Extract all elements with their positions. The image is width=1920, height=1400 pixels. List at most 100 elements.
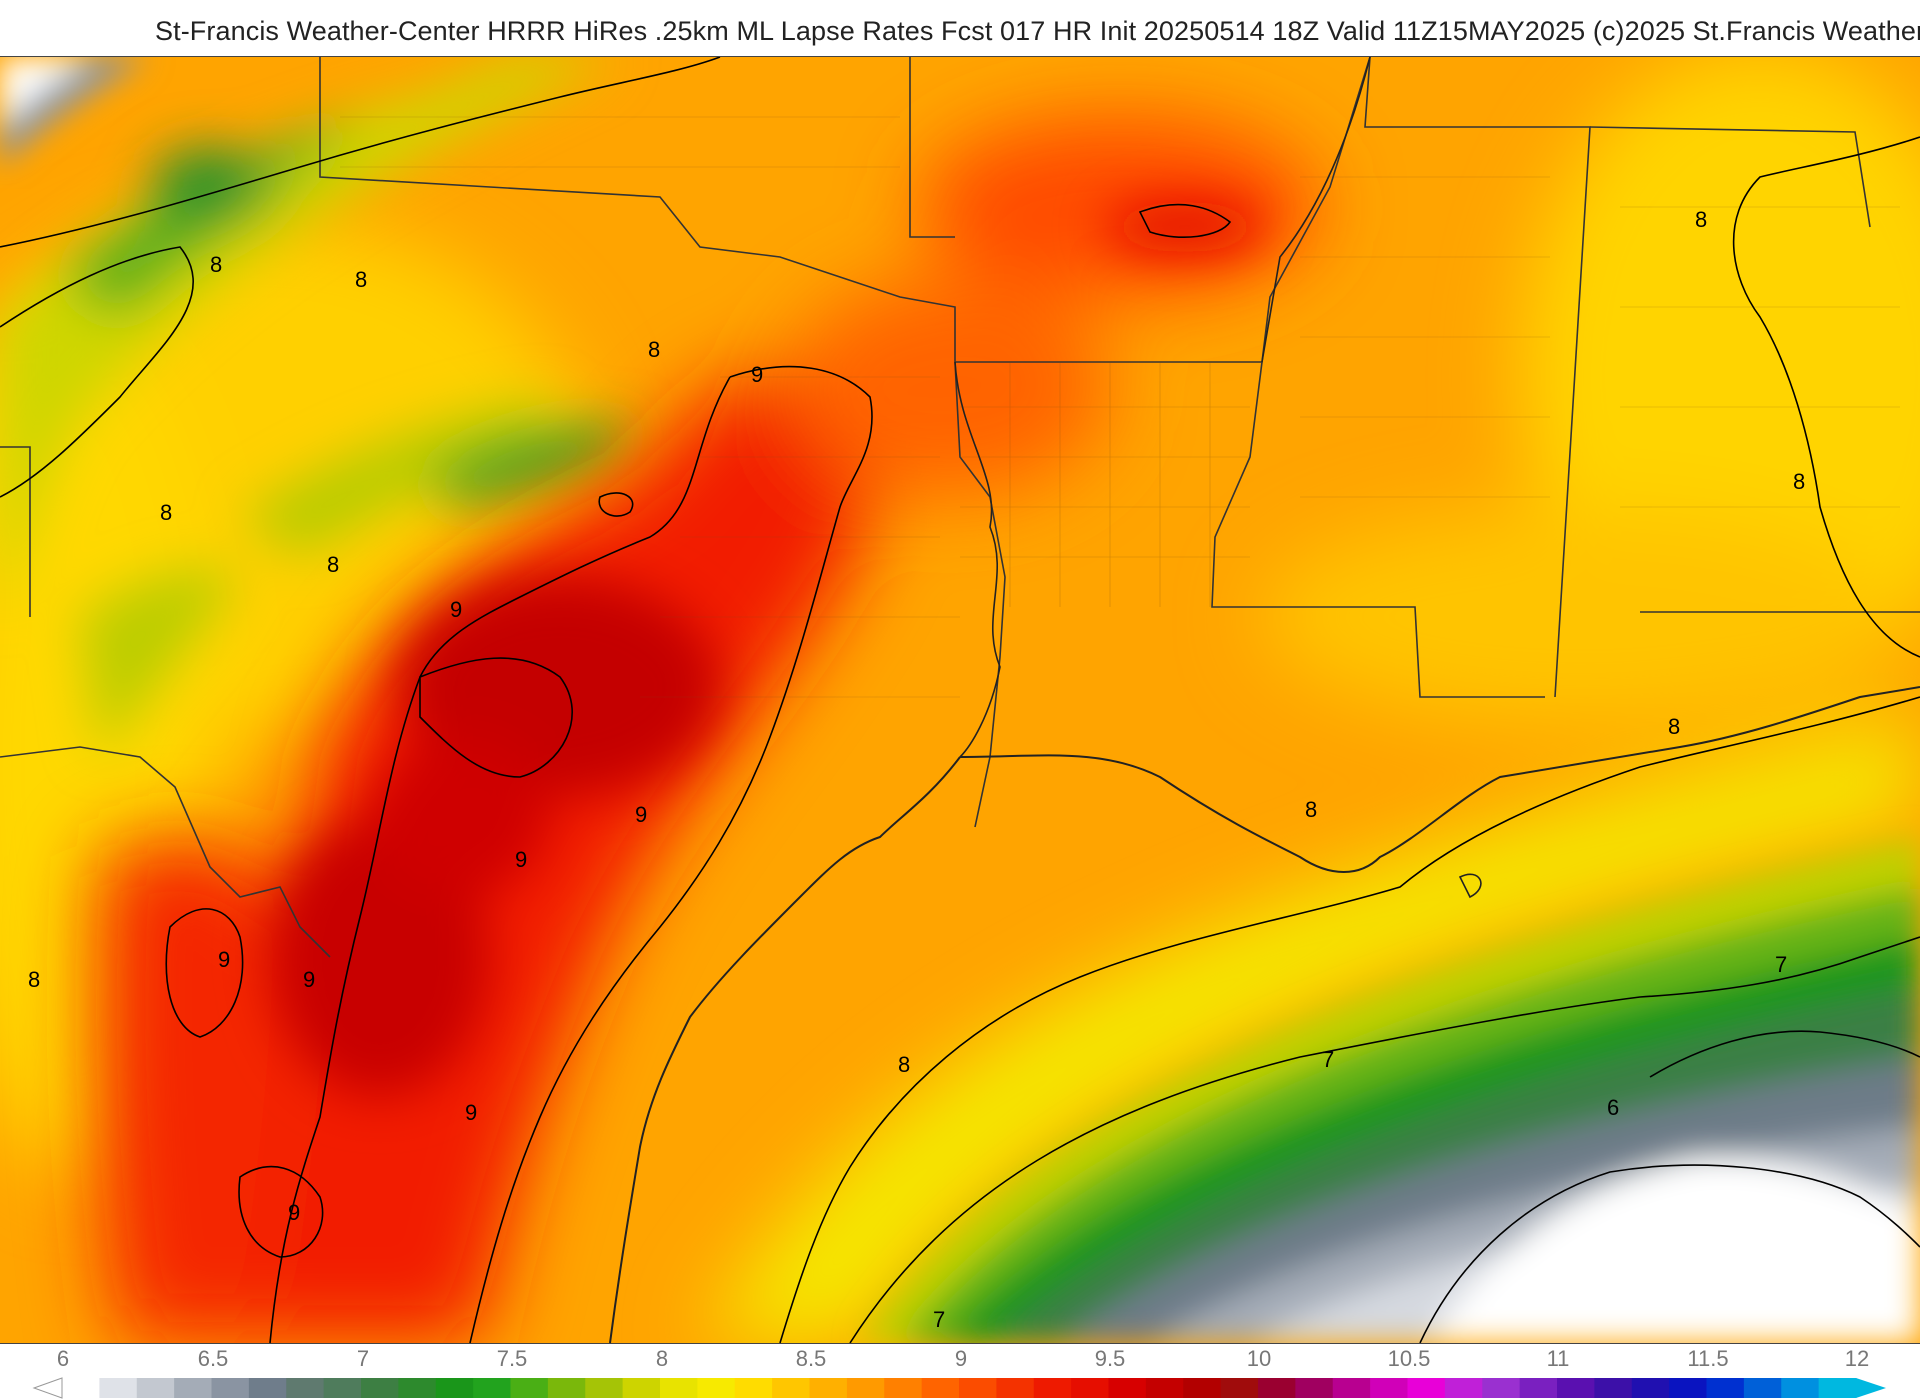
colorbar-cell [1332,1378,1371,1398]
colorbar-cell [809,1378,848,1398]
colorbar-cell [1071,1378,1110,1398]
contour-label: 9 [635,802,647,827]
colorbar-cell [1706,1378,1745,1398]
contour-label: 7 [1775,952,1787,977]
colorbar-cell [398,1378,437,1398]
field-red-core [96,117,1320,1343]
county-lines [340,116,1900,698]
colorbar-cell [585,1378,624,1398]
colorbar-cell [1444,1378,1483,1398]
colorbar-cell [734,1378,773,1398]
colorbar-tick: 7.5 [496,1346,528,1371]
colorbar-cell [1220,1378,1259,1398]
colorbar-cell [248,1378,287,1398]
colorbar-cell [996,1378,1035,1398]
colorbar-cell [1743,1378,1782,1398]
colorbar-tick: 8 [655,1346,669,1371]
title-bar: St-Francis Weather-Center HRRR HiRes .25… [0,0,1920,56]
colorbar-cell [473,1378,512,1398]
colorbar-cell [1482,1378,1521,1398]
colorbar-cell [1033,1378,1072,1398]
colorbar-cell [1183,1378,1222,1398]
colorbar-cell [1370,1378,1409,1398]
contour-label: 9 [288,1200,300,1225]
colorbar-cell [1295,1378,1334,1398]
contour-label: 8 [1305,797,1317,822]
colorbar-cell [1594,1378,1633,1398]
mississippi-river-upper [1261,57,1371,363]
contour-label: 8 [898,1052,910,1077]
contour-label: 7 [1322,1047,1334,1072]
colorbar-cell [547,1378,586,1398]
colorbar-cell [1557,1378,1595,1398]
colorbar-cell [99,1378,138,1398]
contour-label: 8 [1695,207,1707,232]
colorbar-cells [62,1378,1857,1398]
colorbar-cell [62,1378,100,1398]
colorbar-cell [510,1378,549,1398]
contour-label: 7 [933,1307,945,1332]
contour-label: 8 [210,252,222,277]
field-gulf-bands [860,837,1920,1343]
colorbar-tick: 9 [954,1346,968,1371]
state-boundaries [0,57,1920,958]
colorbar-cell [361,1378,399,1398]
colorbar-cell [660,1378,698,1398]
colorbar-high-arrow [1856,1378,1886,1398]
field-nw-corner [0,57,150,167]
colorbar-tick: 10 [1246,1346,1272,1371]
sabine-river [954,361,1001,758]
colorbar-tick: 6.5 [197,1346,229,1371]
colorbar-cell [697,1378,736,1398]
colorbar-tick: 9.5 [1094,1346,1126,1371]
coastline-gulf-north [959,686,1920,873]
colorbar-cell [1145,1378,1184,1398]
colorbar-cell [174,1378,213,1398]
mississippi-delta [1458,873,1482,899]
colorbar-cell [1519,1378,1558,1398]
colorbar [32,1377,1886,1399]
colorbar-labels: 6 6.5 7 7.5 8 8.5 9 9.5 10 10.5 11 11.5 … [0,1342,1920,1376]
colorbar-low-arrow [32,1377,63,1399]
contour-label: 9 [515,847,527,872]
chart-title: St-Francis Weather-Center HRRR HiRes .25… [155,16,1920,46]
colorbar-cell [1781,1378,1820,1398]
colorbar-tick: 6 [56,1346,70,1371]
contour-label: 8 [28,967,40,992]
contour-label: 9 [218,947,230,972]
colorbar-cell [1258,1378,1296,1398]
colorbar-cell [211,1378,250,1398]
colorbar-tick: 11 [1546,1346,1570,1371]
colorbar-tick: 11.5 [1687,1346,1729,1371]
colorbar-cell [286,1378,325,1398]
colorbar-tick: 7 [356,1346,370,1371]
lapse-rate-map: 8 8 8 8 8 8 8 8 8 8 9 9 9 9 9 9 9 9 7 7 … [0,57,1920,1343]
contour-labels: 8 8 8 8 8 8 8 8 8 8 9 9 9 9 9 9 9 9 7 7 … [28,207,1805,1332]
colorbar-tick: 10.5 [1387,1346,1431,1371]
contour-label: 9 [751,362,763,387]
colorbar-cell [1407,1378,1446,1398]
contour-label: 6 [1607,1095,1619,1120]
colorbar-cell [136,1378,175,1398]
colorbar-cell [1108,1378,1147,1398]
colorbar-cell [846,1378,885,1398]
contour-label: 8 [327,552,339,577]
contour-lines [0,57,1920,1343]
colorbar-tick: 8.5 [795,1346,827,1371]
contour-label: 8 [648,337,660,362]
colorbar-cell [1818,1378,1857,1398]
contour-label: 8 [1668,714,1680,739]
contour-label: 8 [160,500,172,525]
field-green-nw [0,57,640,757]
coastline-texas [609,756,961,1343]
colorbar-cell [921,1378,960,1398]
colorbar-cell [1631,1378,1670,1398]
contour-label: 9 [303,967,315,992]
colorbar-cell [323,1378,362,1398]
contour-label: 8 [355,267,367,292]
map-panel: 8 8 8 8 8 8 8 8 8 8 9 9 9 9 9 9 9 9 7 7 … [0,56,1920,1344]
contour-label: 8 [1793,469,1805,494]
colorbar-cell [435,1378,474,1398]
colorbar-tick: 12 [1844,1346,1870,1371]
colorbar-cell [1669,1378,1708,1398]
